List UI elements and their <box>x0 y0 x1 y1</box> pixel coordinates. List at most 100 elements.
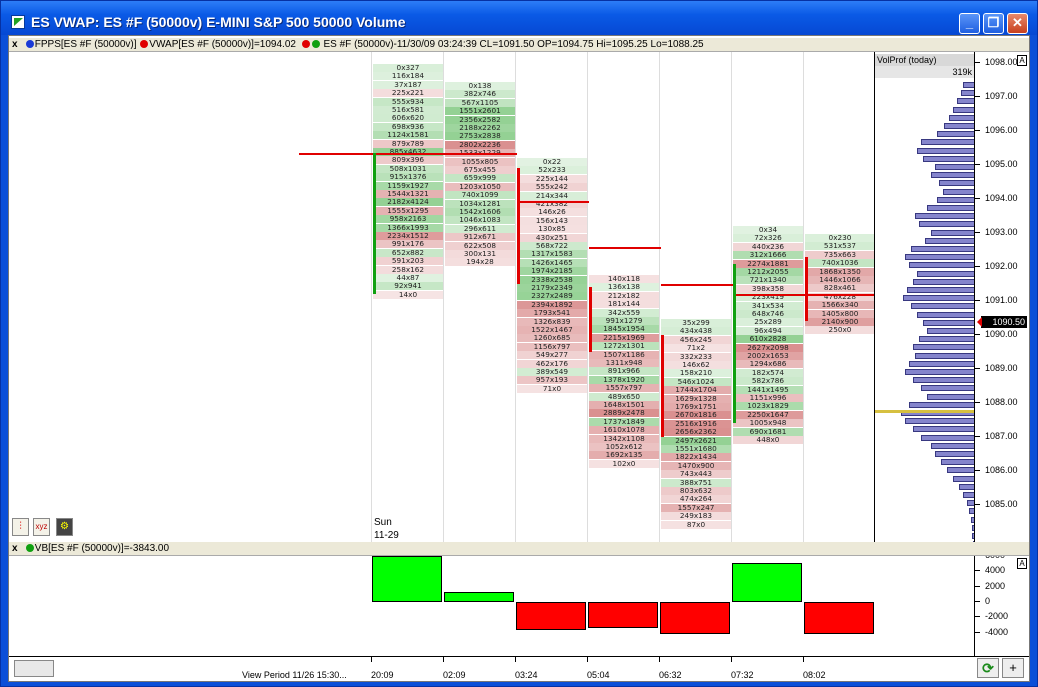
footprint-cell: 885x4632 <box>373 148 443 156</box>
footprint-cell: 1046x1083 <box>445 216 515 225</box>
restore-button[interactable]: ❐ <box>983 13 1004 34</box>
title-bar[interactable]: ES VWAP: ES #F (50000v) E-MINI S&P 500 5… <box>1 1 1037 35</box>
osc-auto-scale-button[interactable]: A <box>1017 558 1027 569</box>
vb-indicator-label[interactable]: VB[ES #F (50000v)]=-3843.00 <box>34 543 170 554</box>
vb-color-dot <box>25 544 34 552</box>
footprint-cell: 341x534 <box>733 301 803 310</box>
price-pane-header: x FPPS[ES #F (50000v)] VWAP[ES #F (50000… <box>9 38 1029 52</box>
footprint-cell: 52x233 <box>517 166 587 175</box>
price-tick-label: 1085.00 <box>975 499 1018 509</box>
price-tick-label: 1094.00 <box>975 193 1018 203</box>
close-price-pane-button[interactable]: x <box>12 39 18 50</box>
xyz-scale-icon[interactable]: xyz <box>33 518 50 536</box>
footprint-cell: 1845x1954 <box>589 325 659 334</box>
volume-profile-bar <box>971 516 975 523</box>
footprint-cell: 622x508 <box>445 241 515 250</box>
footprint-cell: 158x210 <box>661 369 731 378</box>
footprint-cell: 0x34 <box>733 226 803 234</box>
footprint-cell: 740x1036 <box>805 259 875 268</box>
footprint-cell: 2394x1892 <box>517 300 587 309</box>
price-series-label[interactable]: ES #F (50000v)-11/30/09 03:24:39 CL=1091… <box>323 39 704 50</box>
add-pane-icon[interactable]: + <box>1002 658 1024 678</box>
chart-area[interactable]: x FPPS[ES #F (50000v)] VWAP[ES #F (50000… <box>8 35 1030 682</box>
footprint-cell: 258x162 <box>373 265 443 274</box>
footprint-cell: 675x455 <box>445 166 515 174</box>
volprof-label: VolProf (today) <box>875 54 975 66</box>
footprint-cell: 342x559 <box>589 308 659 317</box>
volume-profile-bar <box>944 123 975 129</box>
footprint-cell: 1507x1186 <box>589 350 659 359</box>
footprint-cell: 516x581 <box>373 106 443 114</box>
volume-profile-bar <box>937 196 975 203</box>
footprint-cell: 1446x1066 <box>805 276 875 284</box>
volume-profile-bar <box>935 451 975 457</box>
footprint-cell: 915x1376 <box>373 173 443 182</box>
footprint-cell: 2497x2621 <box>661 436 731 445</box>
footprint-cell: 181x144 <box>589 300 659 309</box>
footprint-cell: 0x22 <box>517 158 587 166</box>
volume-profile-bar <box>923 319 975 326</box>
close-button[interactable]: ✕ <box>1007 13 1028 34</box>
volume-profile-bar <box>915 213 975 220</box>
footprint-cell: 912x671 <box>445 233 515 242</box>
time-axis-tick <box>731 656 732 662</box>
footprint-cell: 1555x1295 <box>373 206 443 215</box>
footprint-cell: 1557x247 <box>661 503 731 512</box>
volume-profile-bar <box>927 393 975 400</box>
volume-profile-bar <box>957 98 975 105</box>
volume-profile-bar <box>925 237 975 244</box>
session-grid-line <box>659 52 660 542</box>
footprint-cell: 0x230 <box>805 234 875 242</box>
volume-profile-bar <box>909 360 975 367</box>
footprint-cell: 1052x612 <box>589 443 659 451</box>
footprint-cell: 212x182 <box>589 291 659 300</box>
footprint-cell: 1544x1321 <box>373 190 443 198</box>
volume-profile-bar <box>969 508 975 515</box>
footprint-cell: 1769x1751 <box>661 403 731 411</box>
footprint-cell: 743x443 <box>661 470 731 479</box>
footprint-cell: 1557x797 <box>589 384 659 393</box>
footprint-cell: 991x176 <box>373 240 443 249</box>
volume-balance-bar <box>516 602 586 631</box>
candlestick-icon[interactable]: ⫶ <box>12 518 29 536</box>
auto-scale-button[interactable]: A <box>1017 55 1027 66</box>
poc-highlight <box>875 410 975 413</box>
scroll-box[interactable] <box>14 660 54 677</box>
time-axis-label: 03:24 <box>515 670 538 680</box>
footprint-cell: 803x632 <box>661 487 731 495</box>
footprint-cell: 0x138 <box>445 82 515 90</box>
volume-profile-bar <box>943 188 975 195</box>
footprint-cell: 1566x340 <box>805 301 875 310</box>
footprint-cell: 1737x1849 <box>589 417 659 426</box>
minimize-button[interactable]: _ <box>959 13 980 34</box>
footprint-cell: 2627x2098 <box>733 343 803 352</box>
price-pane[interactable]: 0x327 116x184 37x187 225x221 555x934 516x581 6… <box>9 52 1029 542</box>
footprint-cell: 2356x2582 <box>445 115 515 124</box>
settings-gear-icon[interactable]: ⚙ <box>56 518 73 536</box>
footprint-cell: 1426x1465 <box>517 258 587 267</box>
price-tick-label: 1095.00 <box>975 159 1018 169</box>
footprint-cell: 25x289 <box>733 318 803 327</box>
footprint-cell: 146x26 <box>517 208 587 217</box>
footprint-cell: 146x62 <box>661 361 731 369</box>
footprint-cell: 1551x1680 <box>661 445 731 453</box>
footprint-cell: 223x419 <box>733 293 803 302</box>
footprint-cell: 546x1024 <box>661 377 731 386</box>
volume-profile-bar <box>905 254 975 261</box>
refresh-icon[interactable]: ⟳ <box>977 658 999 678</box>
time-axis-tick <box>659 656 660 662</box>
vwap-indicator-label[interactable]: VWAP[ES #F (50000v)]=1094.02 <box>149 39 296 50</box>
footprint-cell: 698x936 <box>373 122 443 131</box>
footprint-cell: 1005x948 <box>733 419 803 428</box>
close-oscillator-pane-button[interactable]: x <box>12 543 18 554</box>
vwap-line-segment <box>661 284 733 286</box>
es-color-dot-red <box>301 40 310 48</box>
fpps-indicator-label[interactable]: FPPS[ES #F (50000v)] <box>34 39 137 50</box>
footprint-cell: 214x344 <box>517 191 587 200</box>
price-tick-label: 1098.00 <box>975 57 1018 67</box>
oscillator-pane[interactable]: A 6000 4000 2000 0 -2000 -4000 <box>9 556 1029 656</box>
footprint-cell: 2179x2349 <box>517 284 587 292</box>
footprint-cell: 891x966 <box>589 367 659 376</box>
volume-profile-bar <box>967 500 975 507</box>
volume-balance-bar <box>444 592 514 602</box>
